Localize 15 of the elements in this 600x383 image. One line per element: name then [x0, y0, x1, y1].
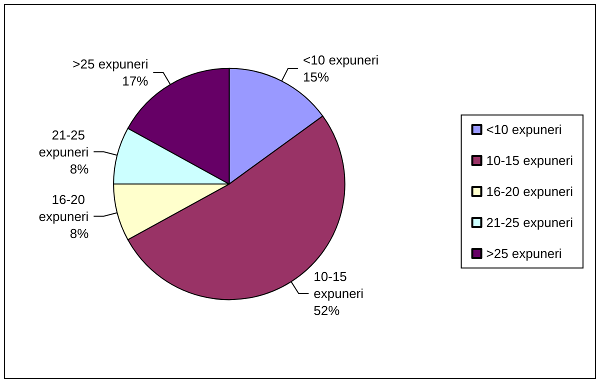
slice-label: >25 expuneri [72, 56, 148, 72]
data-label: 15% [303, 70, 330, 85]
slice-label: 21-25 expuneri [38, 127, 89, 160]
data-label: 8% [70, 226, 90, 241]
slice-label: <10 expuneri [303, 52, 379, 68]
slice-label: 16-20 expuneri [38, 192, 89, 224]
slice-label: 10-15 expuneri [314, 268, 364, 301]
legend-label: 21-25 expuneri [486, 215, 574, 230]
legend-label: <10 expuneri [486, 122, 562, 137]
legend-label: 10-15 expuneri [486, 153, 574, 168]
data-label: 17% [122, 73, 149, 88]
data-label: 8% [70, 161, 90, 176]
legend-label: 16-20 expuneri [486, 184, 574, 199]
legend-label: >25 expuneri [486, 246, 562, 261]
data-label: 52% [314, 302, 340, 318]
